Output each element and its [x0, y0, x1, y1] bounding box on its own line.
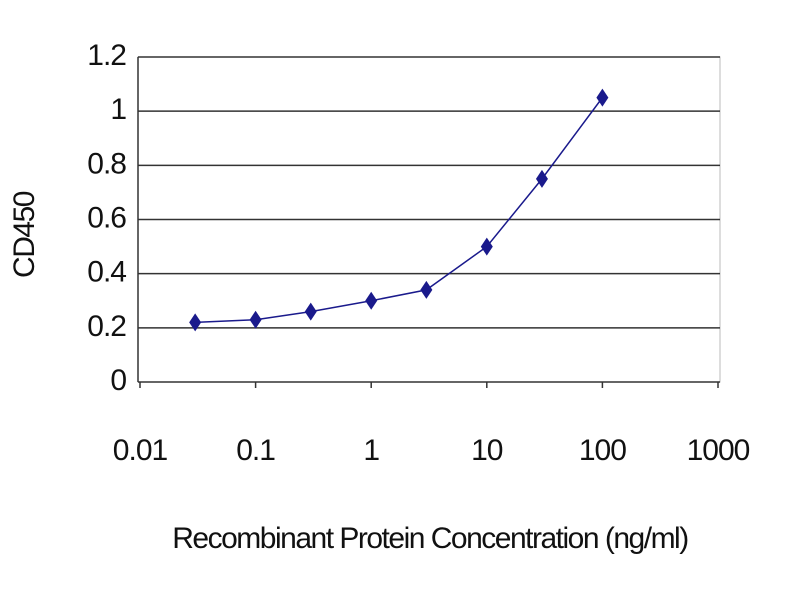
y-tick-label: 0.2 [87, 310, 126, 343]
marker [365, 291, 378, 310]
x-tick-label: 1000 [687, 434, 750, 467]
y-tick-label: 0 [110, 364, 126, 397]
y-tick-label: 1.2 [87, 39, 126, 72]
x-tick-label: 10 [471, 434, 503, 467]
marker [480, 237, 493, 256]
x-tick-label: 1 [363, 434, 379, 467]
y-tick-label: 0.4 [87, 256, 126, 289]
y-tick-label: 0.8 [87, 147, 126, 180]
y-tick-label: 1 [110, 93, 126, 126]
marker [420, 280, 433, 299]
x-tick-label: 100 [579, 434, 626, 467]
y-axis-label: CD450 [8, 191, 41, 278]
x-tick-label: 0.01 [113, 434, 168, 467]
y-tick-label: 0.6 [87, 201, 126, 234]
x-tick-label: 0.1 [236, 434, 275, 467]
marker [596, 88, 609, 107]
x-axis-label: Recombinant Protein Concentration (ng/ml… [172, 522, 688, 555]
marker [249, 310, 262, 329]
marker [304, 302, 317, 321]
marker [189, 313, 202, 332]
series-line [195, 97, 604, 324]
marker [535, 169, 548, 188]
